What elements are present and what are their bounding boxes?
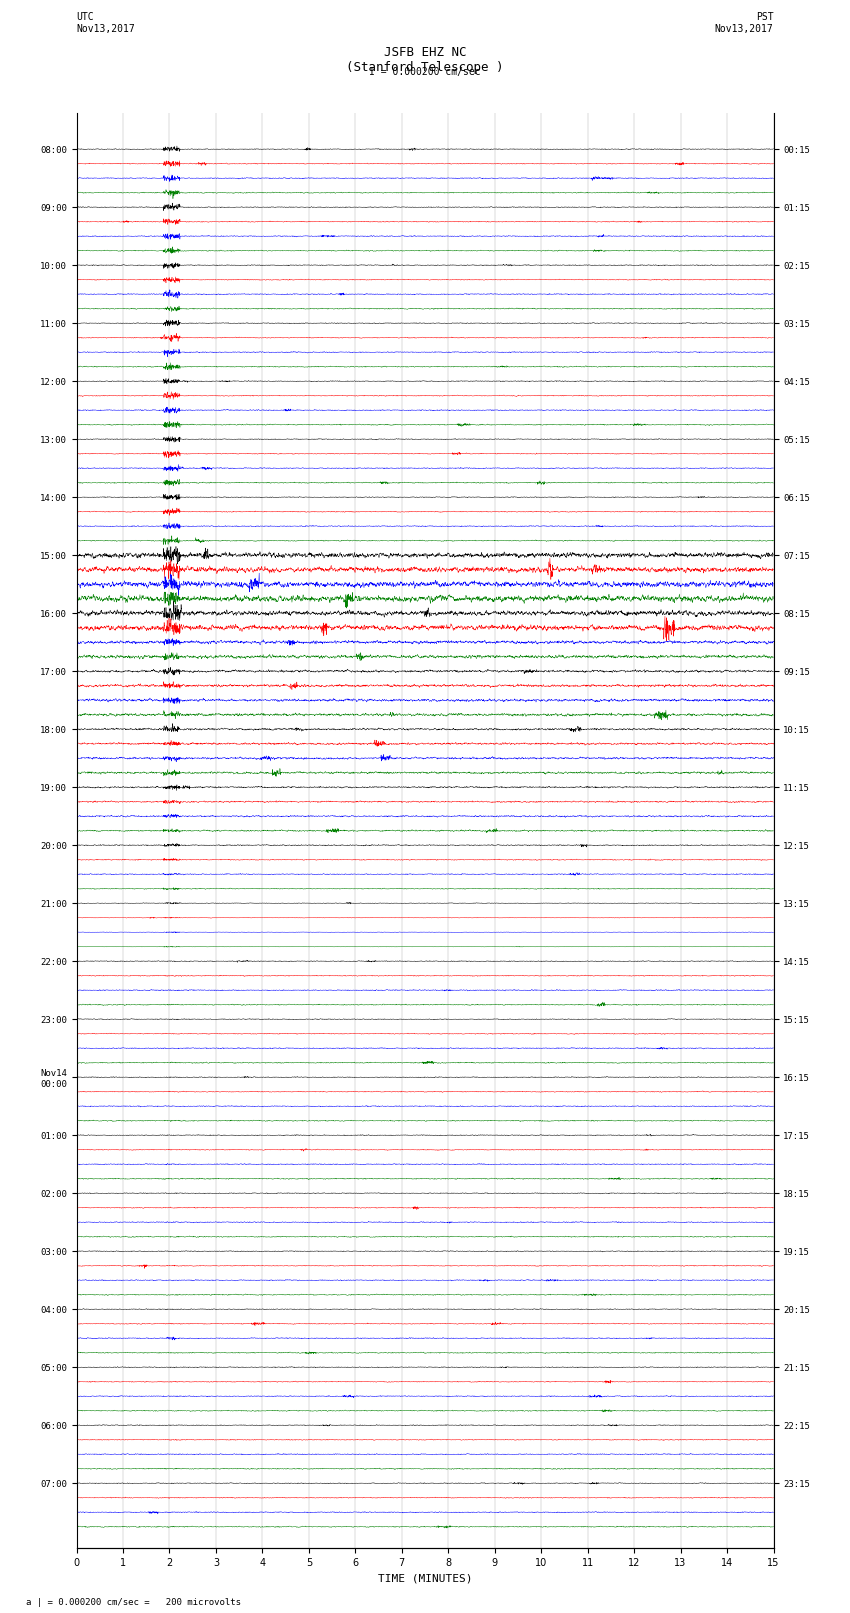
Text: I = 0.000200 cm/sec: I = 0.000200 cm/sec	[369, 68, 481, 77]
Text: a | = 0.000200 cm/sec =   200 microvolts: a | = 0.000200 cm/sec = 200 microvolts	[26, 1598, 241, 1607]
X-axis label: TIME (MINUTES): TIME (MINUTES)	[377, 1574, 473, 1584]
Title: JSFB EHZ NC
(Stanford Telescope ): JSFB EHZ NC (Stanford Telescope )	[346, 47, 504, 74]
Text: PST
Nov13,2017: PST Nov13,2017	[715, 13, 774, 34]
Text: UTC
Nov13,2017: UTC Nov13,2017	[76, 13, 135, 34]
